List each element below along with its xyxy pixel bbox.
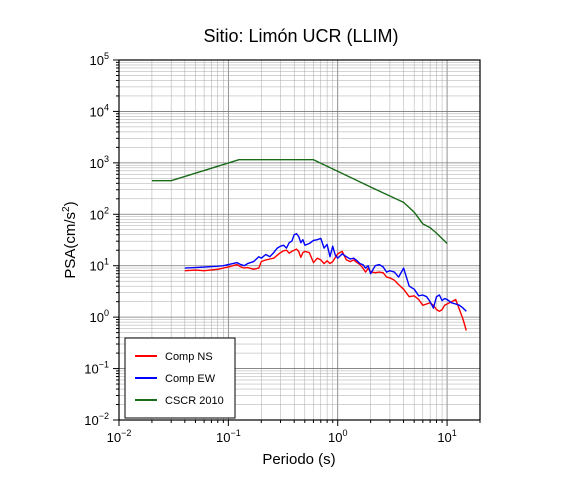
y-tick-label-base: 10 [90,156,104,171]
y-tick-label-base: 10 [84,413,98,428]
y-tick-label: 10−2 [84,411,109,428]
x-tick-label: 101 [437,428,456,445]
labels: Sitio: Limón UCR (LLIM) Periodo (s) PSA(… [61,26,399,468]
y-tick-label-exp: 2 [104,205,109,215]
y-axis-label-close: ) [62,201,79,206]
x-tick-label: 10−2 [107,428,132,445]
y-tick-label-base: 10 [90,259,104,274]
y-tick-label: 102 [90,205,109,222]
y-tick-label-exp: 5 [104,51,109,61]
y-tick-label-base: 10 [90,53,104,68]
y-axis-label: PSA(cm/s2) [61,201,79,278]
x-tick-label-exp: −1 [230,428,240,438]
legend-label-cscr-2010: CSCR 2010 [165,395,224,407]
x-axis-label: Periodo (s) [262,451,335,468]
x-tick-label-exp: 1 [452,428,457,438]
y-tick-label: 104 [90,102,109,119]
series-line-comp-ns [184,248,467,331]
y-tick-label: 103 [90,154,109,171]
legend: Comp NS Comp EW CSCR 2010 [124,337,236,419]
y-tick-label-base: 10 [90,310,104,325]
x-tick-label-exp: 0 [342,428,347,438]
y-tick-label-exp: 0 [104,308,109,318]
y-tick-label-base: 10 [90,207,104,222]
y-tick-label-exp: 1 [104,257,109,267]
y-tick-label-exp: 4 [104,102,109,112]
y-axis-label-sup: 2 [61,206,72,212]
x-tick-label: 10−1 [216,428,241,445]
y-tick-label-base: 10 [84,362,98,377]
x-tick-label-base: 10 [437,430,451,445]
y-tick-label: 100 [90,308,109,325]
x-tick-label-base: 10 [216,430,230,445]
series-layer [151,158,467,331]
plot-frame [118,59,481,421]
y-tick-label: 101 [90,257,109,274]
x-tick-label-base: 10 [107,430,121,445]
chart-title: Sitio: Limón UCR (LLIM) [203,26,398,46]
y-tick-label-exp: −2 [99,411,109,421]
y-axis-label-main: PSA(cm/s [62,212,79,279]
y-tick-label-exp: −1 [99,360,109,370]
x-tick-label: 100 [328,428,347,445]
y-tick-label: 105 [90,51,109,68]
y-tick-label: 10−1 [84,360,109,377]
grid [118,59,481,421]
legend-label-comp-ns: Comp NS [165,351,213,363]
legend-label-comp-ew: Comp EW [165,373,216,385]
series-line-comp-ew [184,232,467,312]
y-tick-label-exp: 3 [104,154,109,164]
series-line-cscr-2010 [151,158,448,244]
x-tick-label-exp: −2 [121,428,131,438]
x-tick-label-base: 10 [328,430,342,445]
y-tick-label-base: 10 [90,104,104,119]
